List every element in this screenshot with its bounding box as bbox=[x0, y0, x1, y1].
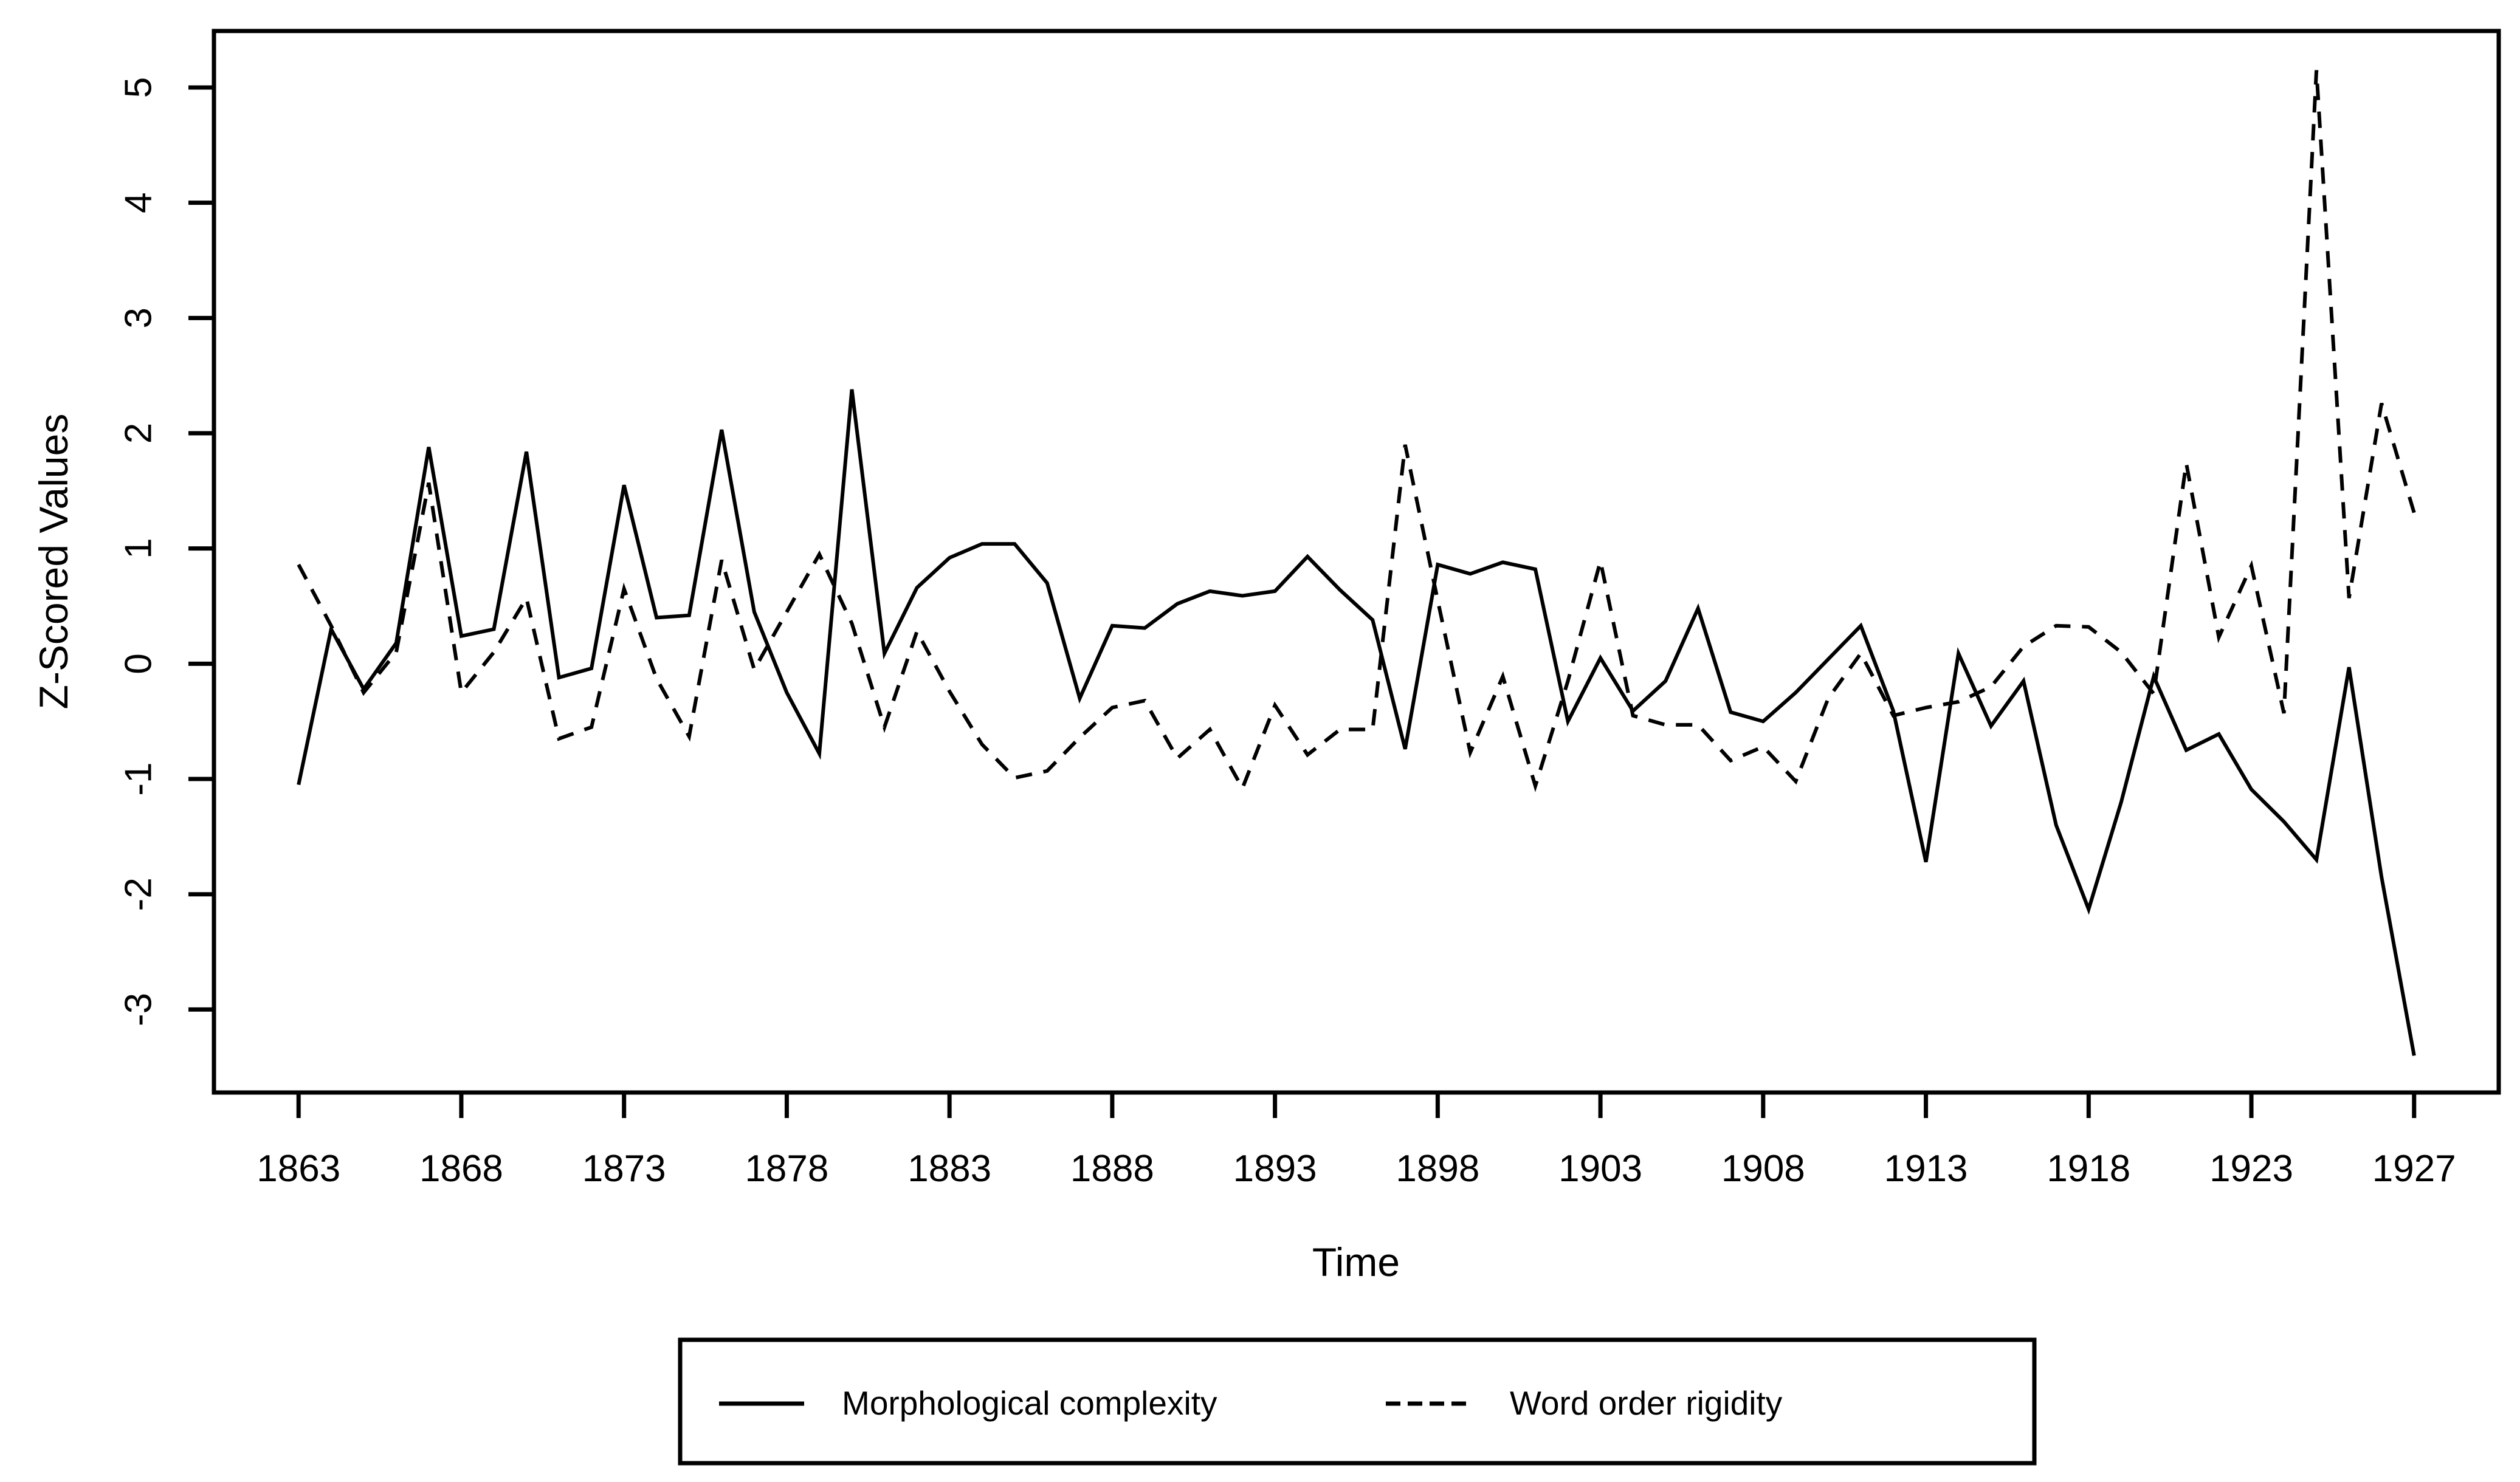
x-tick-label: 1908 bbox=[1721, 1148, 1805, 1190]
x-tick-label: 1918 bbox=[2047, 1148, 2130, 1190]
y-tick-label: -2 bbox=[118, 877, 160, 911]
y-tick-label: 4 bbox=[118, 192, 160, 213]
x-tick-label: 1923 bbox=[2209, 1148, 2293, 1190]
series-line-word-order-rigidity bbox=[297, 70, 2416, 793]
legend-box bbox=[678, 1337, 2037, 1466]
y-axis-title: Z-Scored Values bbox=[31, 414, 76, 710]
x-tick-label: 1888 bbox=[1070, 1148, 1154, 1190]
y-tick-label: 0 bbox=[118, 653, 160, 674]
y-tick-label: 2 bbox=[118, 423, 160, 444]
x-tick-label: 1878 bbox=[745, 1148, 828, 1190]
x-axis: 1863 1868 1873 1878 1883 1888 1893 1898 1903 1908… bbox=[256, 1093, 2456, 1190]
series-layer bbox=[297, 70, 2416, 1056]
y-tick-label: 1 bbox=[118, 538, 160, 558]
plot-area-border bbox=[212, 29, 2501, 1095]
series-line-morphological-complexity bbox=[297, 389, 2416, 1056]
x-tick-label: 1903 bbox=[1558, 1148, 1642, 1190]
x-tick-label: 1868 bbox=[419, 1148, 503, 1190]
y-axis: -3 -2 -1 0 1 2 3 4 5 bbox=[118, 77, 214, 1026]
x-tick-label: 1873 bbox=[582, 1148, 666, 1190]
x-tick-label: 1883 bbox=[907, 1148, 991, 1190]
x-tick-label: 1913 bbox=[1884, 1148, 1968, 1190]
y-tick-label: 3 bbox=[118, 307, 160, 328]
y-tick-label: -1 bbox=[118, 762, 160, 795]
legend-label-morphological-complexity: Morphological complexity bbox=[842, 1384, 1217, 1422]
y-tick-label: -3 bbox=[118, 993, 160, 1026]
x-tick-label: 1863 bbox=[256, 1148, 340, 1190]
x-axis-title: Time bbox=[1312, 1240, 1400, 1285]
legend-label-word-order-rigidity: Word order rigidity bbox=[1510, 1384, 1783, 1422]
x-tick-label: 1898 bbox=[1396, 1148, 1479, 1190]
y-tick-label: 5 bbox=[118, 77, 160, 98]
x-tick-label: 1893 bbox=[1233, 1148, 1317, 1190]
legend: Morphological complexity Word order rigi… bbox=[678, 1337, 2037, 1466]
x-tick-label: 1927 bbox=[2372, 1148, 2456, 1190]
